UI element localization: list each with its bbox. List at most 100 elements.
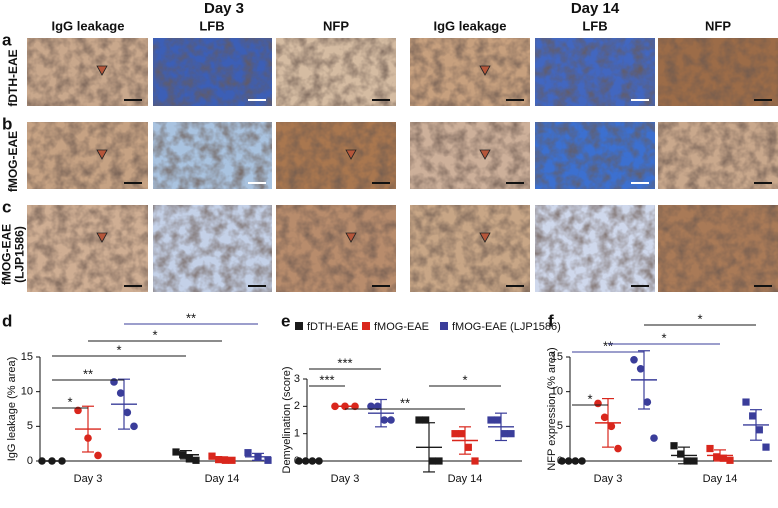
micrograph-texture — [27, 122, 148, 189]
significance-label: ** — [603, 338, 613, 353]
data-point — [464, 443, 472, 451]
y-axis-title: IgG leakage (% area) — [6, 357, 18, 462]
data-point — [458, 430, 466, 438]
micrograph-texture — [276, 205, 396, 292]
arrowhead — [479, 232, 491, 243]
micrograph-texture — [410, 205, 530, 292]
data-point — [670, 442, 678, 450]
panel-letter: f — [548, 311, 554, 330]
arrowhead — [96, 65, 108, 76]
data-point — [422, 416, 430, 424]
data-point — [494, 416, 502, 424]
column-header: NFP — [323, 18, 349, 33]
micrograph-texture — [153, 38, 272, 106]
legend-label: fDTH-EAE — [307, 321, 358, 333]
data-point — [94, 451, 102, 460]
column-header: LFB — [582, 18, 607, 33]
data-point — [123, 408, 132, 417]
day-header: Day 3 — [204, 0, 244, 17]
data-point — [487, 416, 495, 424]
x-tick-label: Day 14 — [205, 473, 240, 485]
significance-label: * — [67, 394, 72, 409]
data-point — [762, 443, 770, 451]
data-point — [471, 457, 479, 465]
arrowhead — [96, 149, 108, 160]
micrograph-texture — [27, 38, 148, 106]
data-point — [130, 422, 138, 431]
x-tick-label: Day 3 — [594, 473, 623, 485]
y-tick-label: 10 — [551, 386, 563, 398]
arrowhead — [479, 65, 491, 76]
data-point — [507, 430, 515, 438]
y-axis-title: Demyelination (score) — [281, 367, 293, 474]
micrograph-texture — [153, 122, 272, 189]
column-header: NFP — [705, 18, 731, 33]
y-tick-label: 2 — [294, 400, 300, 412]
data-point — [614, 444, 622, 453]
data-point — [690, 457, 698, 465]
micrograph-texture — [276, 38, 396, 106]
micrograph-texture — [276, 122, 396, 189]
legend-swatch — [440, 322, 448, 330]
micrograph-texture — [535, 122, 655, 189]
row-label: fMOG-EAE — [0, 224, 14, 285]
arrowhead — [96, 232, 108, 243]
significance-label: * — [116, 342, 121, 357]
data-point — [607, 422, 616, 431]
significance-label: *** — [337, 355, 352, 370]
data-point — [600, 413, 609, 422]
micrograph-texture — [658, 38, 778, 106]
significance-label: * — [152, 327, 157, 342]
data-point — [719, 454, 727, 462]
data-point — [594, 399, 602, 408]
data-point — [264, 456, 272, 464]
panel-letter: c — [2, 197, 11, 216]
arrowhead — [479, 149, 491, 160]
y-tick-label: 10 — [21, 386, 33, 398]
y-tick-label: 5 — [27, 420, 33, 432]
data-point — [116, 389, 125, 397]
legend-label: fMOG-EAE — [374, 321, 429, 333]
significance-label: * — [462, 372, 467, 387]
y-tick-label: 3 — [294, 373, 300, 385]
arrowhead — [345, 232, 357, 243]
micrograph-texture — [27, 205, 148, 292]
data-point — [713, 453, 721, 461]
data-point — [367, 402, 375, 411]
data-point — [208, 452, 216, 460]
legend-label: fMOG-EAE (LJP1586) — [452, 321, 561, 333]
data-point — [451, 430, 459, 438]
data-point — [677, 450, 685, 458]
y-tick-label: 15 — [551, 351, 563, 363]
micrograph-texture — [658, 205, 778, 292]
data-point — [373, 402, 382, 411]
micrograph-texture — [535, 205, 655, 292]
data-point — [428, 457, 436, 465]
x-tick-label: Day 14 — [448, 473, 483, 485]
day-header: Day 14 — [571, 0, 620, 17]
significance-label: *** — [319, 372, 334, 387]
data-point — [683, 457, 691, 465]
significance-label: ** — [186, 310, 196, 325]
data-point — [650, 434, 658, 442]
data-point — [380, 416, 389, 424]
panel-letter: d — [2, 311, 12, 330]
y-tick-label: 5 — [557, 420, 563, 432]
significance-label: * — [697, 311, 702, 326]
data-point — [500, 430, 508, 438]
micrograph-texture — [535, 38, 655, 106]
data-point — [435, 457, 443, 465]
micrograph-texture — [153, 205, 272, 292]
x-tick-label: Day 14 — [703, 473, 738, 485]
y-tick-label: 0 — [27, 455, 33, 467]
data-point — [221, 456, 229, 464]
data-point — [706, 444, 714, 453]
legend-swatch — [362, 322, 370, 330]
data-point — [630, 355, 638, 364]
data-point — [387, 416, 395, 424]
data-point — [643, 398, 652, 406]
y-tick-label: 15 — [21, 351, 33, 363]
data-point — [244, 449, 252, 457]
column-header: LFB — [199, 18, 224, 33]
